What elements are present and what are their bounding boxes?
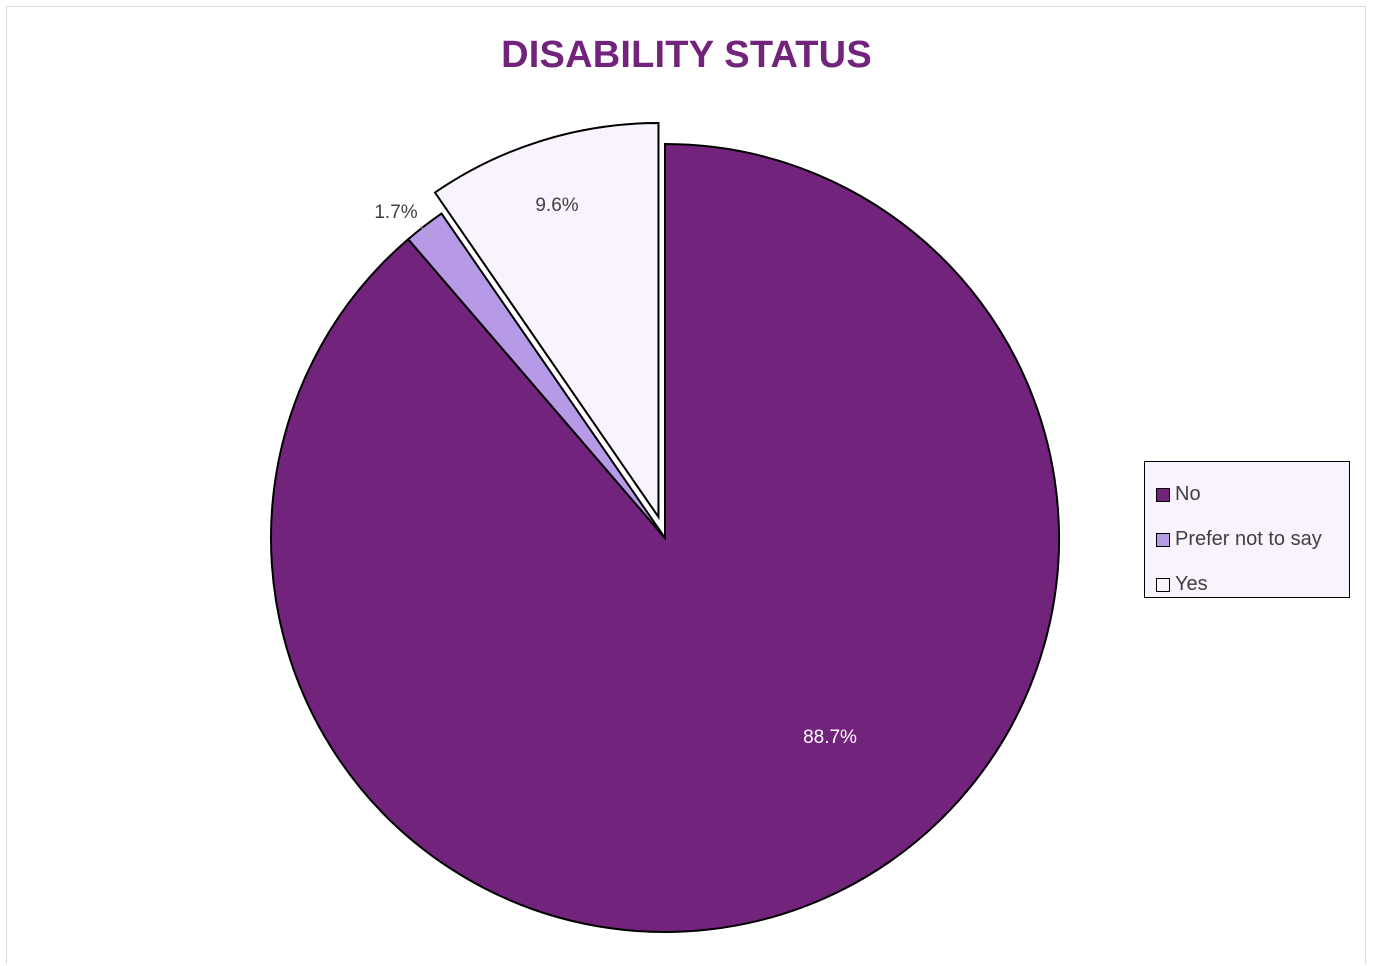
pie-slice-prefer-not-to-say	[406, 212, 666, 539]
legend-label-prefer-not-to-say: Prefer not to say	[1175, 528, 1322, 550]
legend-item-prefer-not-to-say: Prefer not to say	[1145, 517, 1349, 562]
leader-line-prefer-not-to-say	[419, 225, 433, 239]
data-label-no: 88.7%	[803, 727, 857, 748]
legend-label-yes: Yes	[1175, 573, 1208, 595]
data-label-prefer-not-to-say: 1.7%	[374, 202, 417, 223]
legend-swatch-no	[1156, 487, 1170, 502]
legend-label-no: No	[1175, 483, 1201, 505]
data-label-yes: 9.6%	[535, 195, 578, 216]
legend-swatch-yes	[1156, 577, 1170, 592]
legend-item-no: No	[1145, 472, 1349, 517]
legend: No Prefer not to say Yes	[1144, 461, 1350, 598]
pie-slice-yes	[433, 121, 660, 521]
legend-swatch-prefer-not-to-say	[1156, 532, 1170, 547]
chart-title: DISABILITY STATUS	[501, 34, 872, 76]
legend-item-yes: Yes	[1145, 562, 1349, 607]
